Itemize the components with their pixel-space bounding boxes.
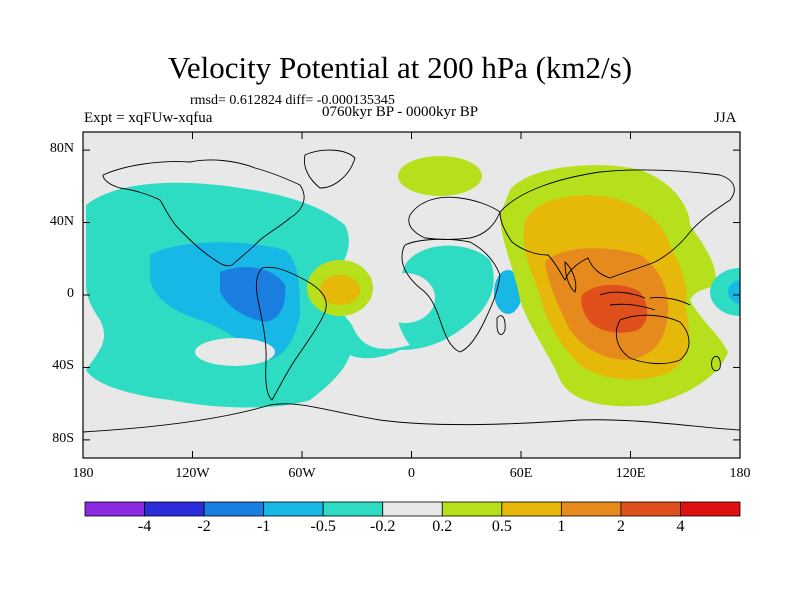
coastline-south-america: [255, 266, 327, 401]
coastline-australia: [616, 314, 690, 365]
positive-region-atlantic-moderate: [320, 275, 360, 305]
y-tick-label: 0: [67, 286, 74, 301]
x-tick-label: 0: [408, 466, 415, 481]
colorbar-label: -4: [137, 518, 152, 535]
coastline-madagascar: [496, 315, 506, 336]
colorbar-swatch: [382, 501, 443, 517]
colorbar-swatch: [501, 501, 562, 517]
x-tick-label: 60W: [288, 466, 316, 481]
colorbar-label: -1: [256, 518, 271, 535]
neutral-island-atlantic: [375, 273, 435, 323]
coastline-asia: [499, 169, 735, 281]
y-tick-label: 40N: [49, 213, 74, 229]
y-tick-label: 40S: [52, 358, 74, 374]
y-axis-ticks: [83, 149, 740, 441]
x-tick-label: 180: [729, 466, 751, 481]
colorbar: [84, 501, 741, 517]
season-label: JJA: [714, 110, 737, 126]
coastline-india: [564, 261, 577, 293]
colorbar-swatch: [84, 501, 145, 517]
y-tick-label: 80N: [49, 141, 74, 157]
period-label: 0760kyr BP - 0000kyr BP: [322, 104, 479, 120]
negative-region-dateline-moderate: [728, 280, 740, 304]
colorbar-label: -2: [197, 518, 211, 535]
colorbar-label: 0.5: [491, 518, 512, 535]
colorbar-swatch: [144, 501, 205, 517]
colorbar-label: 2: [616, 518, 625, 535]
neutral-island-south-pacific: [195, 338, 275, 366]
colorbar-label: 4: [676, 518, 685, 535]
negative-region-indian-ocean: [494, 270, 522, 314]
positive-region-max-east: [581, 284, 648, 333]
colorbar-swatch: [322, 501, 384, 517]
coastline-africa: [401, 238, 501, 353]
colorbar-label: -0.5: [310, 518, 336, 535]
coastline-europe: [408, 196, 501, 240]
colorbar-label: 0.2: [432, 518, 453, 535]
colorbar-label: -0.2: [370, 518, 396, 535]
colorbar-swatch: [441, 501, 503, 517]
coastline-north-america: [102, 159, 305, 267]
colorbar-swatch: [680, 501, 741, 517]
experiment-label: Expt = xqFUw-xqfua: [84, 110, 213, 126]
colorbar-swatch: [560, 501, 622, 517]
colorbar-label: 1: [557, 518, 566, 535]
x-tick-label: 180: [72, 466, 94, 481]
coastline-greenland: [303, 149, 356, 189]
x-axis-ticks: [82, 132, 741, 458]
x-tick-label: 120E: [615, 466, 646, 481]
colorbar-swatch: [203, 501, 265, 517]
y-tick-label: 80S: [52, 430, 74, 446]
stats-text: rmsd= 0.612824 diff= -0.000135345: [190, 93, 395, 108]
negative-region-dateline-weak: [710, 268, 740, 316]
contour-field: [83, 132, 740, 458]
colorbar-swatch: [620, 501, 681, 517]
positive-region-arctic: [398, 156, 482, 196]
x-tick-label: 60E: [509, 466, 533, 481]
coastline-antarctica: [83, 403, 740, 433]
x-tick-label: 120W: [175, 466, 210, 481]
coastline-new-zealand: [711, 355, 721, 372]
negative-region-strong-west: [220, 267, 286, 322]
colorbar-swatch: [263, 501, 324, 517]
plot-title: Velocity Potential at 200 hPa (km2/s): [167, 50, 633, 85]
coastlines: [83, 149, 740, 433]
coastline-indonesia: [599, 291, 691, 311]
